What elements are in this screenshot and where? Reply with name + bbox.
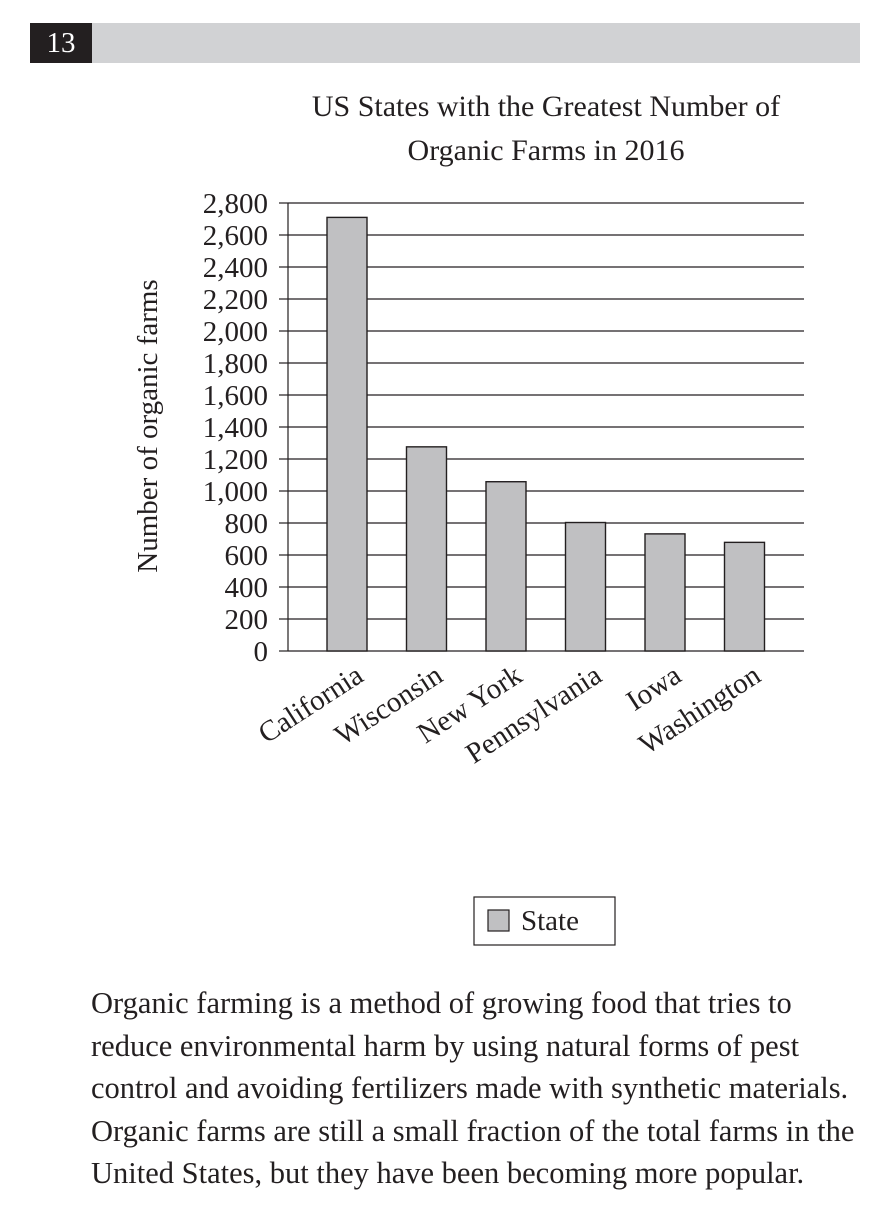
y-tick-label: 400 xyxy=(225,572,269,604)
passage-text: Organic farming is a method of growing f… xyxy=(91,986,855,1190)
bar-wisconsin xyxy=(405,446,448,652)
y-axis-label: Number of organic farms xyxy=(132,279,164,572)
bar-new-york xyxy=(485,481,527,652)
legend-swatch xyxy=(487,909,510,932)
bar-iowa xyxy=(644,533,686,652)
y-tick-label: 2,600 xyxy=(203,220,268,252)
bar-california xyxy=(326,216,368,652)
y-tick-label: 2,200 xyxy=(203,284,268,316)
y-tick-label: 1,000 xyxy=(203,476,268,508)
chart-title: US States with the Greatest Number of Or… xyxy=(312,90,780,167)
gridlines xyxy=(288,202,804,652)
legend: State xyxy=(473,896,616,946)
y-tick-label: 1,400 xyxy=(203,412,268,444)
legend-label: State xyxy=(521,905,579,937)
question-header-bar: 13 xyxy=(30,23,860,63)
y-tick-label: 2,400 xyxy=(203,252,268,284)
bar-chart: US States with the Greatest Number of Or… xyxy=(132,90,804,946)
y-tick-label: 200 xyxy=(225,604,269,636)
y-tick-label: 1,800 xyxy=(203,348,268,380)
y-axis-ticks: 02004006008001,0001,2001,4001,6001,8002,… xyxy=(203,188,289,668)
chart-title-line-2: Organic Farms in 2016 xyxy=(408,134,685,167)
y-tick-label: 1,600 xyxy=(203,380,268,412)
y-tick-label: 600 xyxy=(225,540,269,572)
y-tick-label: 0 xyxy=(254,636,269,668)
bar-washington xyxy=(723,541,766,652)
y-tick-label: 2,800 xyxy=(203,188,268,220)
y-tick-label: 800 xyxy=(225,508,269,540)
bar-pennsylvania xyxy=(564,521,607,652)
y-tick-label: 2,000 xyxy=(203,316,268,348)
y-tick-label: 1,200 xyxy=(203,444,268,476)
bars xyxy=(326,216,766,652)
question-number: 13 xyxy=(30,23,92,63)
chart-title-line-1: US States with the Greatest Number of xyxy=(312,90,780,123)
